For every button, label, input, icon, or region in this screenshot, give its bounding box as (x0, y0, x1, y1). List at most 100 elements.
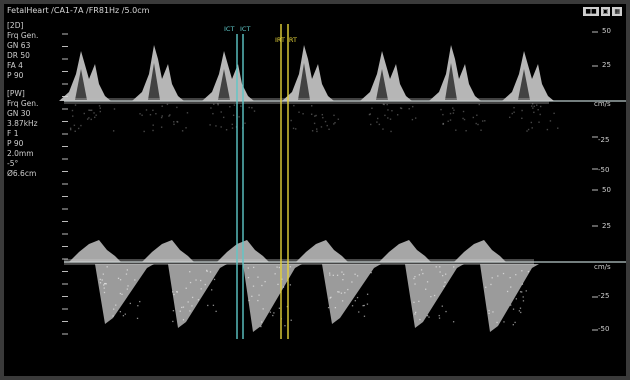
speckle (414, 313, 416, 315)
speckle (347, 288, 349, 291)
speckle (383, 103, 385, 106)
speckle (181, 306, 183, 309)
speckle (311, 105, 313, 107)
speckle (370, 123, 372, 126)
speckle (276, 266, 278, 268)
speckle (231, 123, 233, 126)
speckle (441, 274, 444, 277)
speckle (491, 277, 493, 279)
speckle (510, 304, 512, 306)
speckle (366, 293, 369, 295)
speckle (126, 269, 128, 271)
speckle (233, 104, 236, 106)
top-waveform-peak (202, 51, 254, 101)
speckle (444, 281, 446, 283)
speckle (152, 124, 154, 126)
speckle (414, 276, 416, 278)
speckle (220, 111, 222, 113)
speckle (356, 275, 359, 277)
speckle (155, 113, 157, 115)
speckle (98, 105, 101, 107)
speckle (441, 305, 443, 307)
speckle (442, 122, 444, 125)
ict-marker-label-1: ICT (224, 25, 235, 33)
ict-marker-label-2: ICT (240, 25, 251, 33)
speckle (465, 130, 467, 132)
speckle (289, 284, 292, 286)
speckle (477, 123, 479, 126)
speckle (149, 114, 152, 116)
speckle (363, 315, 366, 317)
speckle (139, 300, 141, 303)
speckle (351, 305, 354, 307)
speckle (408, 107, 410, 110)
speckle (351, 281, 353, 283)
speckle (513, 111, 515, 113)
speckle (453, 109, 455, 111)
camera-icon[interactable]: ▣ (600, 7, 611, 16)
speckle (160, 116, 163, 119)
speckle (336, 274, 339, 276)
speckle (316, 130, 318, 133)
bottom-scale-label-25: 25 (602, 222, 611, 230)
top-waveform-envelope (218, 69, 230, 100)
speckle (261, 321, 263, 323)
speckle (389, 118, 392, 120)
speckle (204, 283, 206, 286)
speckle (253, 110, 256, 112)
mode-2d-label: [2D] (7, 21, 24, 30)
speckle (332, 274, 334, 277)
speckle (185, 287, 187, 289)
speckle (485, 286, 487, 288)
speckle (449, 112, 452, 115)
param-pw-filter: F 1 (7, 129, 19, 138)
speckle (553, 112, 555, 115)
speckle (521, 283, 524, 285)
speckle (334, 307, 337, 309)
speckle (354, 300, 356, 302)
speckle (273, 312, 275, 314)
top-waveform-peak (502, 51, 554, 101)
speckle (247, 276, 250, 279)
speckle (278, 266, 281, 269)
speckle (478, 103, 480, 106)
speckle (338, 291, 340, 293)
speckle (187, 301, 189, 303)
speckle (112, 315, 114, 317)
speckle (77, 127, 80, 130)
speckle (122, 315, 125, 317)
param-pw-frequency: Frq Gen. (7, 99, 39, 108)
speckle (101, 279, 103, 281)
speckle (433, 294, 436, 297)
speckle (161, 115, 163, 117)
speckle (391, 110, 393, 112)
speckle (127, 285, 129, 287)
speckle (207, 304, 209, 307)
speckle (462, 117, 464, 120)
speckle (215, 125, 217, 127)
speckle (200, 288, 202, 290)
speckle (362, 305, 364, 307)
speckle (333, 123, 335, 125)
speckle (521, 117, 523, 120)
bottom-waveform-peak (454, 240, 506, 262)
speckle (83, 112, 85, 115)
save-icon[interactable]: ▦ (612, 7, 622, 16)
irt-marker-label-1: IRT (275, 36, 285, 44)
freeze-icon[interactable]: ■■ (583, 7, 599, 16)
speckle (189, 310, 191, 312)
speckle (176, 291, 178, 293)
speckle (181, 130, 184, 132)
param-pw-angle: -5° (7, 159, 19, 168)
speckle (315, 128, 318, 130)
speckle (539, 113, 541, 116)
bottom-baseline-band (64, 259, 534, 265)
speckle (520, 311, 522, 314)
speckle (330, 296, 332, 298)
speckle (439, 266, 441, 268)
top-waveform-envelope (298, 63, 310, 100)
speckle (302, 113, 304, 115)
speckle (310, 113, 313, 115)
speckle (139, 113, 141, 115)
speckle (215, 310, 217, 313)
